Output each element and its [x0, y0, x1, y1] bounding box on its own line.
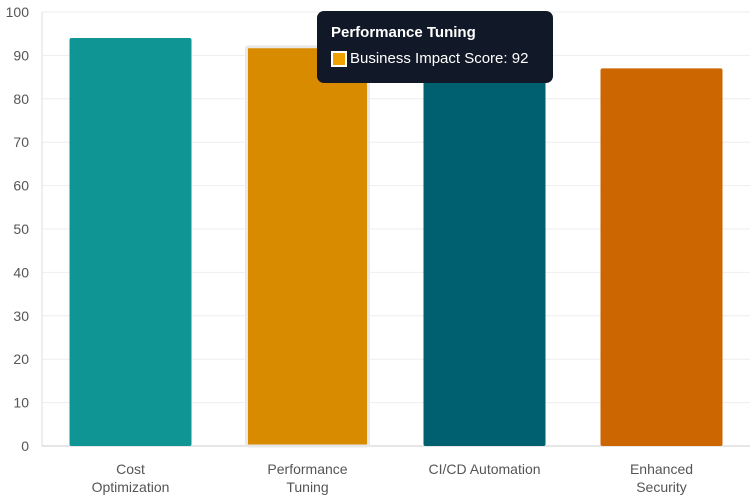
y-tick-label: 10 — [13, 395, 29, 411]
y-tick-label: 60 — [13, 178, 29, 194]
bar — [245, 45, 370, 448]
y-tick-label: 100 — [6, 4, 30, 20]
tooltip-title: Performance Tuning — [331, 24, 476, 41]
bar — [69, 38, 192, 446]
y-tick-label: 40 — [13, 264, 29, 280]
y-tick-label: 80 — [13, 91, 29, 107]
tooltip-row: Business Impact Score: 92 — [331, 50, 539, 68]
y-tick-label: 20 — [13, 351, 29, 367]
y-axis-ticks: 0 10 20 30 40 50 60 70 80 90 100 — [6, 4, 30, 454]
y-tick-label: 50 — [13, 221, 29, 237]
x-tick-label: CI/CD Automation — [428, 461, 540, 477]
x-tick-label: Performance — [267, 461, 347, 477]
y-tick-label: 30 — [13, 308, 29, 324]
y-tick-label: 70 — [13, 134, 29, 150]
tooltip-swatch — [331, 51, 347, 67]
y-tick-label: 90 — [13, 47, 29, 63]
x-axis-labels: Cost Optimization Performance Tuning CI/CD A… — [92, 461, 693, 495]
x-tick-label: Optimization — [92, 479, 170, 495]
x-tick-label: Enhanced — [630, 461, 693, 477]
x-tick-label: Cost — [116, 461, 145, 477]
x-tick-label: Tuning — [286, 479, 328, 495]
bar — [600, 68, 723, 447]
bars — [69, 38, 723, 448]
y-tick-label: 0 — [21, 438, 29, 454]
chart-tooltip: Performance Tuning Business Impact Score… — [317, 11, 553, 83]
x-tick-label: Security — [636, 479, 687, 495]
tooltip-value-text: Business Impact Score: 92 — [350, 50, 529, 67]
bar — [423, 51, 546, 447]
